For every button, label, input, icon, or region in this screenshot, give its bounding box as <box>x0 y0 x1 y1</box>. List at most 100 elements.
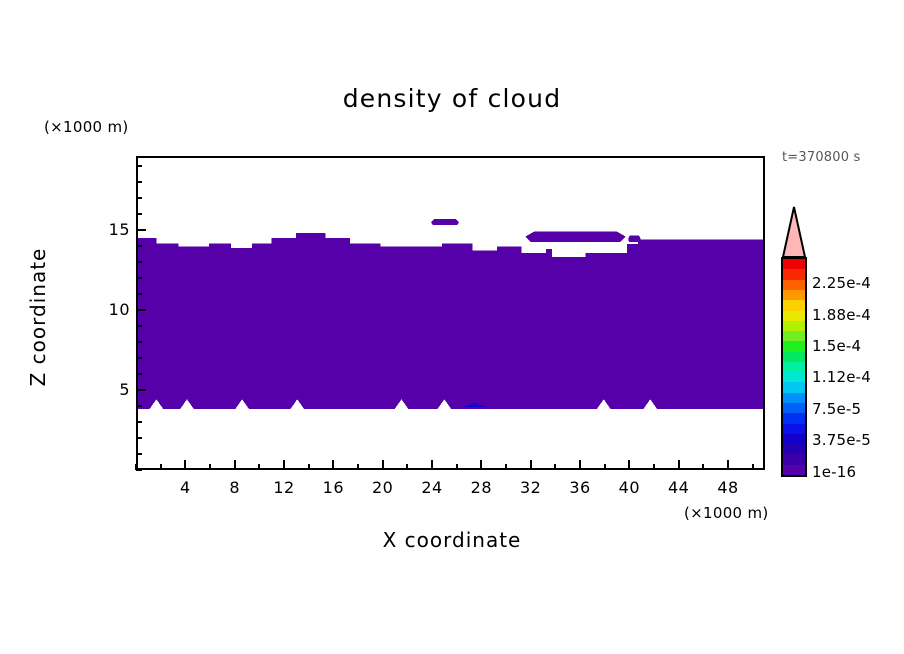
cloud-density-field <box>138 218 763 410</box>
colorbar-band-1 <box>783 464 805 475</box>
y-tick-minor <box>136 340 142 343</box>
x-tick-minor <box>406 464 409 470</box>
y-axis-title: Z coordinate <box>26 247 50 387</box>
x-tick-minor <box>307 464 310 470</box>
x-tick-label: 4 <box>179 478 191 497</box>
x-tick-label: 8 <box>229 478 240 497</box>
colorbar-band-8 <box>783 392 805 404</box>
colorbar-band-21 <box>783 259 805 270</box>
colorbar-cap-triangle <box>781 206 807 258</box>
x-tick-label: 48 <box>717 478 739 497</box>
y-tick-minor <box>136 180 142 183</box>
colorbar-label: 1.88e-4 <box>812 305 871 324</box>
y-tick-minor <box>136 436 142 439</box>
cloud-top-gap <box>537 241 627 257</box>
y-tick-minor <box>136 324 142 327</box>
cloud-layer-main <box>138 233 763 410</box>
x-tick-major <box>677 460 680 470</box>
cloud-base-notch-7 <box>596 399 611 410</box>
cloud-base-notch-1 <box>149 399 164 410</box>
plot-area <box>136 156 765 470</box>
colorbar-band-5 <box>783 423 805 434</box>
cloud-base-notch-5 <box>394 399 409 410</box>
cloud-detached-blob-1 <box>430 218 460 226</box>
colorbar-band-17 <box>783 300 805 311</box>
colorbar-band-19 <box>783 279 805 290</box>
x-axis-title: X coordinate <box>382 528 522 552</box>
cloud-base-notch-3 <box>235 399 250 410</box>
y-tick-label: 10 <box>108 299 130 319</box>
cloud-detached-blob-2 <box>525 231 626 242</box>
x-tick-minor <box>357 464 359 470</box>
x-tick-minor <box>505 464 507 470</box>
colorbar-arrow-cap <box>781 206 807 258</box>
colorbar-band-15 <box>783 320 805 332</box>
colorbar-band-9 <box>783 382 805 393</box>
colorbar-label: 2.25e-4 <box>812 274 871 293</box>
y-tick-minor <box>136 276 142 279</box>
x-tick-minor <box>653 464 655 470</box>
x-tick-minor <box>751 464 754 470</box>
x-tick-minor <box>159 464 162 470</box>
colorbar-band-2 <box>783 454 805 465</box>
y-tick-minor <box>136 212 142 215</box>
cloud-detached-blob-3 <box>628 235 641 242</box>
colorbar-band-7 <box>783 403 805 414</box>
y-tick-minor <box>136 372 142 375</box>
time-annotation: t=370800 s <box>782 150 861 165</box>
y-tick-minor <box>136 469 142 471</box>
colorbar-band-14 <box>783 331 805 342</box>
chart-title: density of cloud <box>342 84 562 113</box>
x-tick-label: 24 <box>421 478 443 497</box>
x-tick-major <box>233 460 236 470</box>
cloud-base-notch-4 <box>290 399 305 410</box>
x-tick-major <box>628 460 631 470</box>
x-tick-minor <box>455 464 458 470</box>
y-tick-major <box>136 388 146 391</box>
y-tick-minor <box>136 164 142 167</box>
x-tick-major <box>381 460 384 470</box>
colorbar-label: 3.75e-5 <box>812 431 871 450</box>
x-tick-major <box>431 460 433 470</box>
x-tick-major <box>727 460 729 470</box>
x-tick-label: 20 <box>371 478 394 497</box>
x-tick-minor <box>135 464 137 470</box>
x-axis-unit-label: (×1000 m) <box>684 504 769 522</box>
colorbar-label: 1.12e-4 <box>812 368 871 387</box>
cloud-base-notch-6 <box>437 399 452 410</box>
x-tick-label: 12 <box>273 478 295 497</box>
cloud-base-notch-8 <box>643 399 658 410</box>
y-tick-minor <box>136 452 142 455</box>
x-tick-major <box>579 460 581 470</box>
y-axis-unit-label: (×1000 m) <box>44 118 129 136</box>
x-tick-minor <box>702 464 705 470</box>
colorbar-band-13 <box>783 341 805 352</box>
colorbar <box>781 205 807 477</box>
x-tick-minor <box>554 464 557 470</box>
x-tick-major <box>283 460 285 470</box>
colorbar-band-18 <box>783 289 805 301</box>
x-tick-minor <box>603 464 606 470</box>
x-tick-major <box>529 460 532 470</box>
y-tick-minor <box>136 420 142 423</box>
colorbar-band-16 <box>783 310 805 321</box>
x-tick-label: 28 <box>470 478 492 497</box>
y-tick-minor <box>136 292 142 295</box>
y-tick-minor <box>136 260 142 263</box>
colorbar-band-20 <box>783 269 805 280</box>
y-tick-major <box>136 308 146 311</box>
x-tick-label: 36 <box>569 478 591 497</box>
x-tick-minor <box>209 464 211 470</box>
cloud-base-notch-2 <box>180 399 194 410</box>
x-tick-label: 44 <box>667 478 690 497</box>
x-tick-major <box>184 460 187 470</box>
colorbar-band-3 <box>783 444 805 455</box>
x-tick-major <box>480 460 483 470</box>
y-tick-minor <box>136 244 142 247</box>
colorbar-band-6 <box>783 413 805 424</box>
x-tick-major <box>332 460 335 470</box>
colorbar-label: 1e-16 <box>812 462 857 481</box>
y-tick-label: 15 <box>108 219 130 239</box>
colorbar-band-4 <box>783 433 805 445</box>
